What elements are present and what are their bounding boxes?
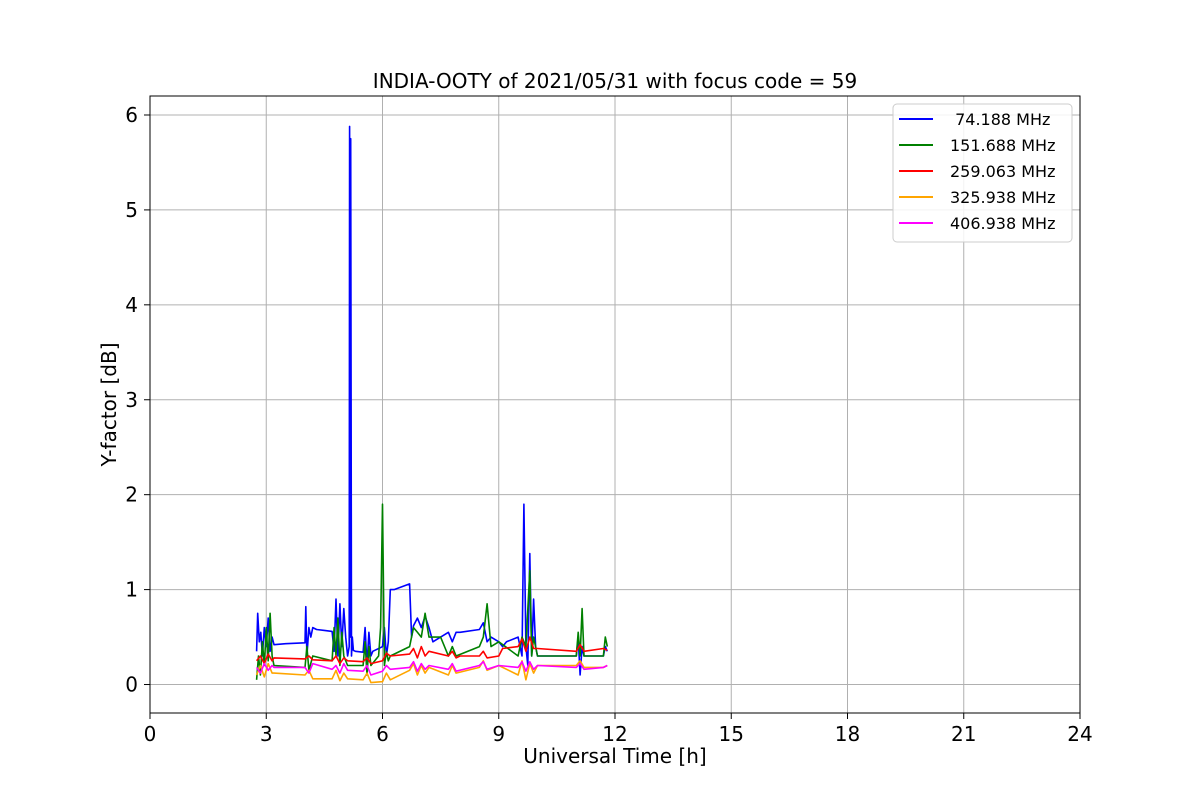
series-line-5 xyxy=(255,660,608,676)
x-tick-label: 0 xyxy=(144,722,157,746)
y-tick-label: 4 xyxy=(125,293,138,317)
x-tick-label: 6 xyxy=(376,722,389,746)
y-tick-label: 5 xyxy=(125,198,138,222)
y-tick-label: 3 xyxy=(125,388,138,412)
x-tick-label: 21 xyxy=(951,722,976,746)
series-line-2 xyxy=(255,503,609,680)
legend: 74.188 MHz 151.688 MHz 259.063 MHz 325.938 … xyxy=(892,103,1073,243)
y-tick-label: 1 xyxy=(125,578,138,602)
y-tick-label: 2 xyxy=(125,483,138,507)
legend-label: 406.938 MHz xyxy=(950,214,1055,233)
legend-label: 74.188 MHz xyxy=(950,110,1050,129)
legend-label: 259.063 MHz xyxy=(950,162,1055,181)
series-line-3 xyxy=(255,636,608,665)
y-tick-label: 0 xyxy=(125,673,138,697)
x-tick-label: 12 xyxy=(602,722,627,746)
legend-label: 325.938 MHz xyxy=(950,188,1055,207)
chart-title: INDIA-OOTY of 2021/05/31 with focus code… xyxy=(373,69,857,93)
x-axis-label: Universal Time [h] xyxy=(523,744,706,768)
x-tick-label: 3 xyxy=(260,722,273,746)
legend-label: 151.688 MHz xyxy=(950,136,1055,155)
x-tick-label: 18 xyxy=(835,722,860,746)
x-tick-label: 24 xyxy=(1067,722,1092,746)
legend-box xyxy=(892,103,1073,243)
y-tick-label: 6 xyxy=(125,103,138,127)
y-axis-label: Y-factor [dB] xyxy=(97,342,121,467)
x-tick-label: 15 xyxy=(719,722,744,746)
plot-series xyxy=(255,125,609,684)
x-tick-label: 9 xyxy=(492,722,505,746)
